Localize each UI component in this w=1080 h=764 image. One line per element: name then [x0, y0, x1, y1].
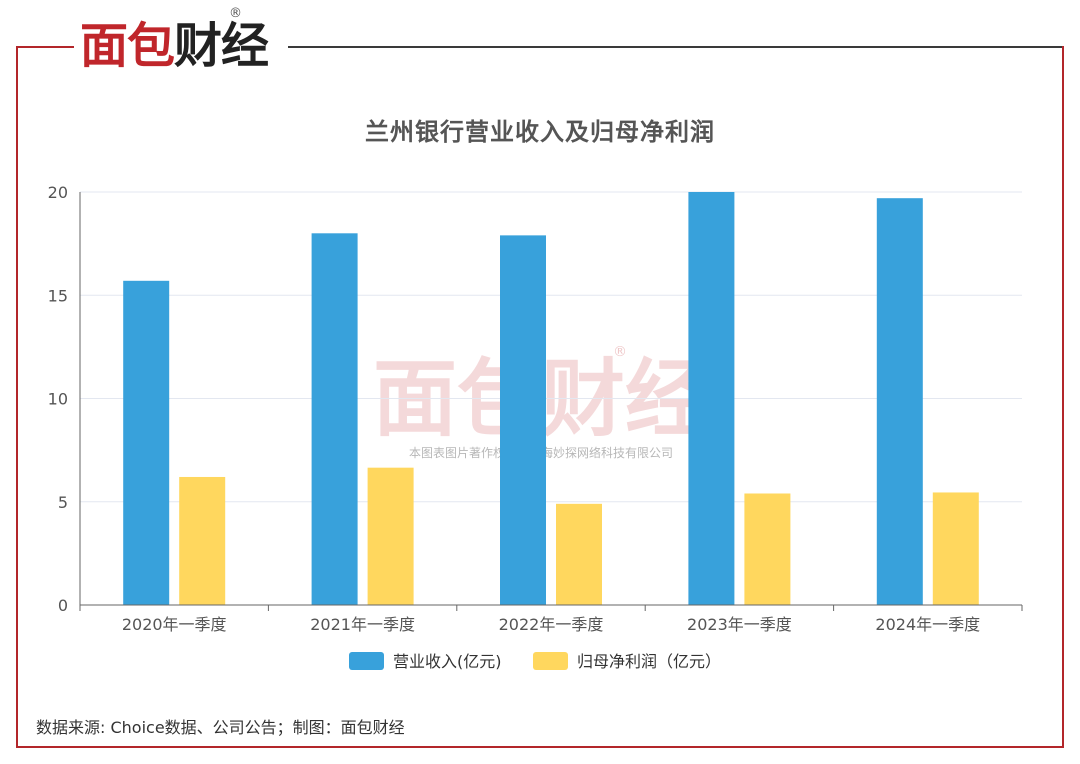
bar-revenue [311, 233, 358, 606]
bar-net-profit [932, 492, 979, 605]
bars [123, 192, 979, 606]
frame-left-line [16, 46, 18, 748]
legend-net-profit-swatch [533, 652, 568, 670]
y-tick-label: 15 [48, 286, 68, 305]
bar-net-profit [744, 493, 791, 605]
bar-net-profit [179, 476, 226, 605]
brand-logo: 面包财经 [80, 14, 269, 78]
bar-revenue [876, 198, 923, 605]
legend-revenue-swatch [349, 652, 384, 670]
legend-net-profit-label: 归母净利润（亿元） [577, 652, 721, 671]
brand-logo-dark-part: 财经 [174, 18, 269, 74]
bar-net-profit [367, 467, 414, 605]
x-tick-label: 2024年一季度 [875, 615, 980, 634]
legend: 营业收入(亿元) 归母净利润（亿元） [349, 652, 721, 671]
y-tick-label: 5 [58, 493, 68, 512]
legend-revenue-label: 营业收入(亿元) [393, 652, 502, 671]
x-tick-label: 2021年一季度 [310, 615, 415, 634]
x-tick-label: 2020年一季度 [122, 615, 227, 634]
frame-top-right-line [288, 46, 1064, 48]
y-tick-label: 20 [48, 183, 68, 202]
source-note: 数据来源: Choice数据、公司公告；制图：面包财经 [36, 718, 405, 737]
bar-revenue [123, 280, 170, 605]
brand-logo-red-part: 面包 [80, 18, 175, 74]
frame-top-left-line [16, 46, 74, 48]
chart-title: 兰州银行营业收入及归母净利润 [365, 118, 715, 146]
y-tick-label: 0 [58, 596, 68, 615]
frame-right-line [1062, 46, 1064, 748]
bar-revenue [688, 192, 735, 605]
watermark-registered-mark: ® [613, 344, 627, 360]
grid-lines [80, 191, 1022, 503]
registered-mark: ® [229, 6, 242, 21]
axes: 0 5 10 15 20 2020年一季度 2021年一季度 2022年一季度 2023年一季度… [48, 183, 1023, 634]
x-tick-label: 2023年一季度 [687, 615, 792, 634]
x-tick-label: 2022年一季度 [499, 615, 604, 634]
bar-net-profit [556, 503, 602, 605]
bar-revenue [500, 235, 546, 606]
y-tick-label: 10 [48, 390, 68, 409]
frame-bottom-line [16, 746, 1064, 748]
